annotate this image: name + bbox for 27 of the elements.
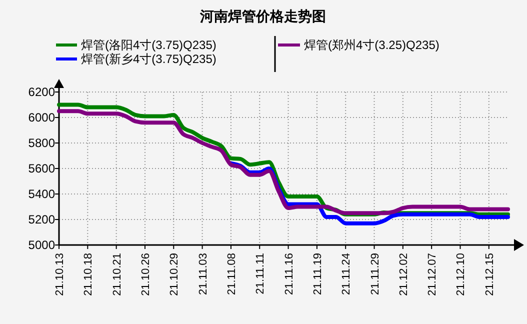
x-tick-label: 21.10.21	[111, 253, 124, 296]
legend-label: 焊管(洛阳4寸(3.75)Q235)	[81, 38, 216, 52]
y-tick-label: 6000	[28, 110, 56, 124]
x-tick-label: 21.11.19	[312, 253, 324, 296]
x-tick-label: 21.11.24	[340, 253, 353, 296]
y-tick-label: 5600	[28, 162, 56, 176]
legend-label: 焊管(新乡4寸(3.75)Q235)	[81, 52, 216, 66]
x-tick-label: 21.10.29	[168, 253, 181, 296]
chart-title: 河南焊管价格走势图	[199, 8, 326, 24]
x-tick-label: 21.12.02	[398, 253, 410, 296]
x-tick-label: 21.11.29	[369, 253, 382, 296]
y-tick-label: 5200	[28, 212, 56, 226]
x-tick-label: 21.11.08	[226, 253, 238, 296]
y-tick-label: 6200	[28, 85, 56, 99]
x-tick-label: 21.11.16	[283, 253, 296, 296]
y-tick-label: 5000	[28, 238, 56, 252]
legend-label: 焊管(郑州4寸(3.25)Q235)	[304, 38, 440, 52]
x-tick-label: 21.11.11	[254, 253, 267, 294]
x-tick-label: 21.12.07	[426, 253, 439, 296]
x-tick-label: 21.12.10	[455, 253, 468, 296]
x-tick-label: 21.10.13	[54, 253, 66, 296]
x-tick-label: 21.11.03	[197, 253, 210, 296]
x-tick-label: 21.10.18	[82, 253, 95, 296]
y-tick-label: 5400	[28, 187, 56, 201]
x-tick-label: 21.12.15	[484, 253, 496, 296]
y-tick-label: 5800	[28, 136, 56, 150]
x-tick-label: 21.10.26	[140, 253, 152, 296]
